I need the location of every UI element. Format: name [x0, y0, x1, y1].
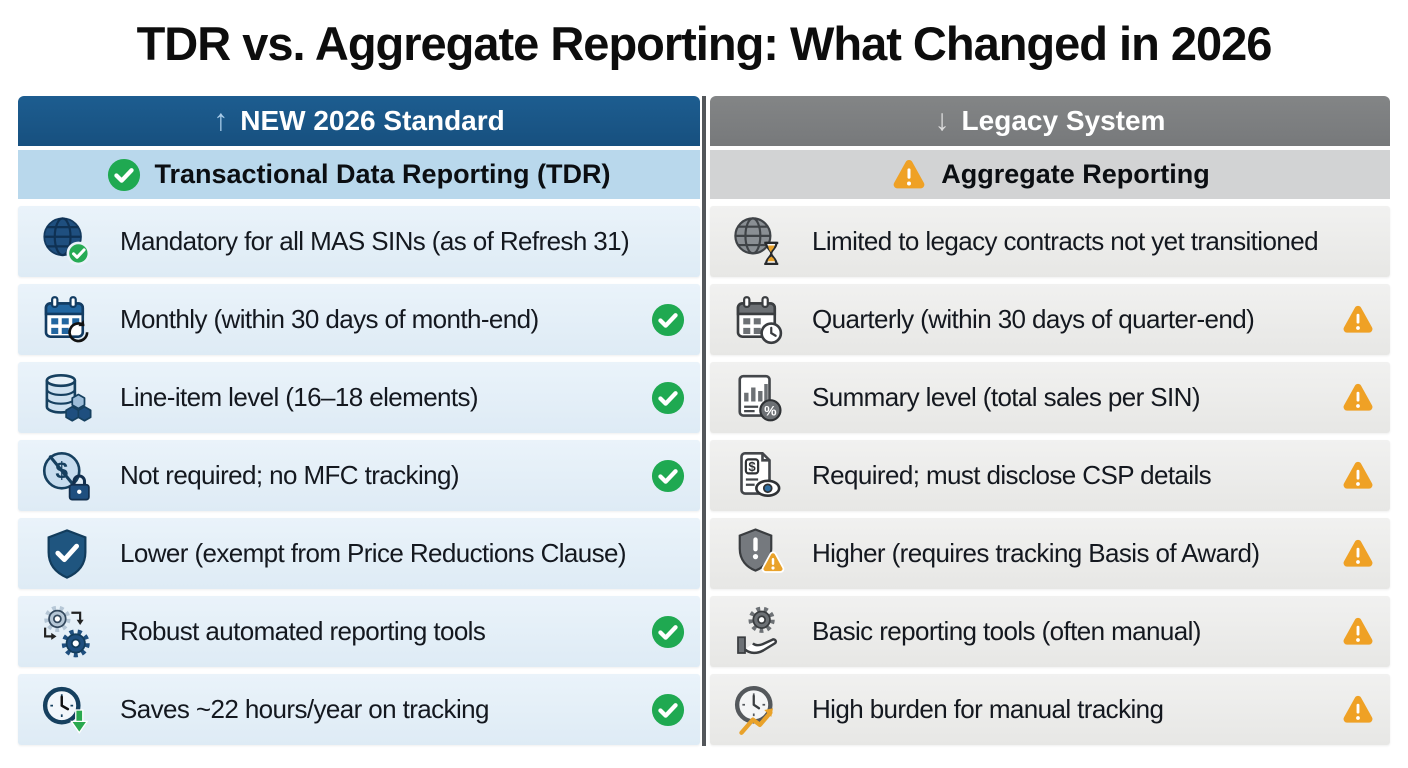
- legacy-column-header: ↓ Legacy System: [710, 96, 1390, 146]
- database-cubes-icon: [36, 370, 98, 426]
- svg-text:$: $: [748, 458, 756, 473]
- warning-triangle-icon: [1340, 304, 1376, 336]
- row-text: Mandatory for all MAS SINs (as of Refres…: [120, 226, 630, 256]
- row-text: Not required; no MFC tracking): [120, 460, 460, 490]
- table-row: $ Required; must disclose CSP details: [710, 440, 1390, 511]
- table-row: % Summary level (total sales per SIN): [710, 362, 1390, 433]
- table-row: Lower (exempt from Price Reductions Clau…: [18, 518, 700, 589]
- up-arrow-icon: ↑: [213, 104, 229, 137]
- table-row: Line-item level (16–18 elements): [18, 362, 700, 433]
- shield-alert-icon: [728, 526, 790, 582]
- row-text: Lower (exempt from Price Reductions Clau…: [120, 538, 627, 568]
- row-text: Saves ~22 hours/year on tracking: [120, 694, 489, 724]
- table-row: Limited to legacy contracts not yet tran…: [710, 206, 1390, 277]
- calendar-refresh-icon: [36, 292, 98, 348]
- legacy-subheader: Aggregate Reporting: [710, 150, 1390, 199]
- row-text: Monthly (within 30 days of month-end): [120, 304, 539, 334]
- tdr-header-label: NEW 2026 Standard: [240, 105, 505, 136]
- gear-hand-icon: [728, 604, 790, 660]
- clock-savings-icon: [36, 682, 98, 738]
- table-row: Mandatory for all MAS SINs (as of Refres…: [18, 206, 700, 277]
- globe-check-icon: [36, 214, 98, 270]
- table-row: Basic reporting tools (often manual): [710, 596, 1390, 667]
- row-text: Quarterly (within 30 days of quarter-end…: [812, 304, 1255, 334]
- warning-triangle-icon: [1340, 694, 1376, 726]
- warning-triangle-icon: [1340, 382, 1376, 414]
- row-text: High burden for manual tracking: [812, 694, 1164, 724]
- clock-trend-icon: [728, 682, 790, 738]
- tdr-column-header: ↑ NEW 2026 Standard: [18, 96, 700, 146]
- check-circle-icon: [650, 459, 686, 493]
- legacy-subheader-label: Aggregate Reporting: [941, 159, 1210, 189]
- table-row: Quarterly (within 30 days of quarter-end…: [710, 284, 1390, 355]
- warning-triangle-icon: [1340, 538, 1376, 570]
- table-row: Robust automated reporting tools: [18, 596, 700, 667]
- row-text: Robust automated reporting tools: [120, 616, 486, 646]
- warning-triangle-icon: [890, 158, 928, 192]
- gears-automation-icon: [36, 604, 98, 660]
- down-arrow-icon: ↓: [934, 104, 950, 137]
- row-text: Summary level (total sales per SIN): [812, 382, 1201, 412]
- row-text: Basic reporting tools (often manual): [812, 616, 1201, 646]
- shield-check-icon: [36, 526, 98, 582]
- column-legacy: ↓ Legacy System Aggregate Reporting: [710, 96, 1390, 745]
- check-circle-icon: [650, 693, 686, 727]
- calendar-clock-icon: [728, 292, 790, 348]
- check-circle-icon: [107, 158, 141, 192]
- check-circle-icon: [650, 381, 686, 415]
- table-row: High burden for manual tracking: [710, 674, 1390, 745]
- row-text: Higher (requires tracking Basis of Award…: [812, 538, 1260, 568]
- no-price-lock-icon: $: [36, 448, 98, 504]
- tdr-subheader-label: Transactional Data Reporting (TDR): [154, 159, 611, 189]
- check-circle-icon: [650, 303, 686, 337]
- row-text: Limited to legacy contracts not yet tran…: [812, 226, 1319, 256]
- check-circle-icon: [650, 615, 686, 649]
- table-row: Saves ~22 hours/year on tracking: [18, 674, 700, 745]
- svg-text:%: %: [764, 402, 777, 418]
- table-row: Higher (requires tracking Basis of Award…: [710, 518, 1390, 589]
- warning-triangle-icon: [1340, 616, 1376, 648]
- row-text: Line-item level (16–18 elements): [120, 382, 479, 412]
- column-divider: [702, 96, 706, 746]
- warning-triangle-icon: [1340, 460, 1376, 492]
- table-row: $ Not required; no MFC tracking): [18, 440, 700, 511]
- column-tdr: ↑ NEW 2026 Standard Transactional Data R…: [18, 96, 700, 745]
- tdr-subheader: Transactional Data Reporting (TDR): [18, 150, 700, 199]
- globe-hourglass-icon: [728, 214, 790, 270]
- table-row: Monthly (within 30 days of month-end): [18, 284, 700, 355]
- row-text: Required; must disclose CSP details: [812, 460, 1212, 490]
- doc-dollar-eye-icon: $: [728, 448, 790, 504]
- legacy-header-label: Legacy System: [961, 105, 1166, 136]
- doc-chart-percent-icon: %: [728, 370, 790, 426]
- page-title: TDR vs. Aggregate Reporting: What Change…: [136, 17, 1273, 70]
